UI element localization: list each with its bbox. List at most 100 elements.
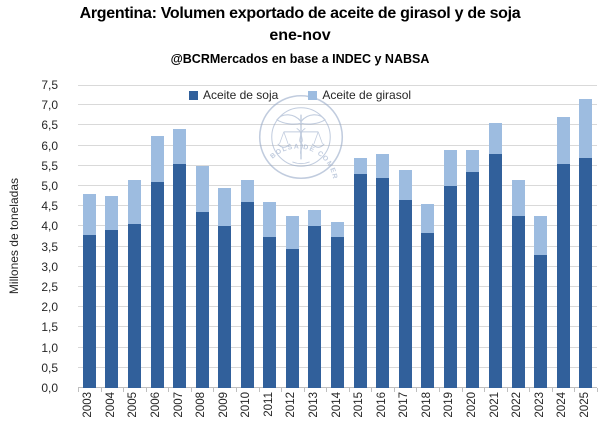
x-tick-label-2003: 2003 (82, 392, 95, 418)
bar-segment-girasol (398, 169, 412, 201)
x-axis-tick (462, 388, 463, 392)
bar-segment-girasol (579, 99, 593, 158)
bar-segment-soja (240, 202, 254, 388)
legend-label: Aceite de girasol (322, 88, 412, 102)
x-tick-label-2023: 2023 (533, 392, 546, 418)
x-axis-tick (78, 388, 79, 392)
y-tick-label: 7,5 (41, 78, 58, 92)
bar-segment-soja (82, 234, 96, 388)
bar-segment-soja (308, 226, 322, 388)
bar-segment-girasol (421, 204, 435, 233)
bar-segment-soja (331, 236, 344, 388)
bar-2010 (240, 179, 254, 388)
y-tick-label: 6,0 (41, 139, 58, 153)
bar-2013 (308, 210, 322, 388)
bar-segment-girasol (556, 117, 570, 164)
bar-segment-soja (511, 216, 525, 388)
x-tick-label-2019: 2019 (443, 392, 456, 418)
bar-segment-soja (466, 171, 480, 388)
x-tick-label-2014: 2014 (330, 392, 343, 418)
bar-segment-girasol (534, 216, 548, 255)
bar-segment-soja (556, 163, 570, 388)
bar-2007 (173, 129, 186, 388)
gridline (78, 185, 597, 186)
bar-segment-girasol (466, 149, 480, 172)
bar-segment-girasol (489, 123, 502, 154)
x-tick-label-2010: 2010 (240, 392, 253, 418)
x-tick-label-2024: 2024 (556, 392, 569, 418)
bar-segment-soja (218, 226, 232, 388)
bar-segment-soja (263, 236, 277, 388)
bar-segment-soja (489, 153, 502, 388)
x-tick-label-2004: 2004 (104, 392, 117, 418)
x-tick-label-2013: 2013 (307, 392, 320, 418)
legend: Aceite de soja Aceite de girasol (0, 88, 600, 102)
bar-2024 (556, 117, 570, 388)
bar-2020 (466, 149, 480, 388)
bar-2021 (489, 123, 502, 388)
x-axis-tick (101, 388, 102, 392)
bar-segment-soja (443, 186, 457, 388)
x-axis-tick (484, 388, 485, 392)
x-axis-tick (259, 388, 260, 392)
y-tick-label: 4,0 (41, 219, 58, 233)
y-tick-label: 0,0 (41, 381, 58, 395)
bar-segment-girasol (331, 222, 344, 237)
bar-2011 (263, 202, 277, 388)
bar-segment-soja (534, 254, 548, 388)
bar-2008 (195, 165, 209, 388)
bar-2009 (218, 188, 232, 388)
bar-segment-soja (398, 200, 412, 388)
bar-segment-soja (105, 230, 119, 388)
bar-2014 (331, 222, 344, 388)
y-axis: 7,5 7,0 6,5 6,0 5,5 5,0 4,5 4,0 3,5 3,0 2,5 2,0 1,5 1… (0, 78, 58, 395)
bar-segment-girasol (263, 202, 277, 237)
gridline (78, 104, 597, 105)
x-tick-label-2016: 2016 (375, 392, 388, 418)
x-axis-tick (394, 388, 395, 392)
legend-label: Aceite de soja (202, 88, 279, 102)
bar-segment-girasol (82, 194, 96, 235)
x-tick-label-2025: 2025 (578, 392, 591, 418)
bar-2017 (398, 169, 412, 388)
x-axis-tick (304, 388, 305, 392)
bar-segment-girasol (173, 129, 186, 164)
x-axis-tick (123, 388, 124, 392)
x-axis-tick (326, 388, 327, 392)
y-tick-label: 3,0 (41, 260, 58, 274)
y-tick-label: 1,5 (41, 320, 58, 334)
y-tick-label: 1,0 (41, 341, 58, 355)
legend-swatch (308, 90, 318, 100)
y-tick-label: 2,0 (41, 300, 58, 314)
bar-2018 (421, 204, 435, 388)
y-tick-label: 5,0 (41, 179, 58, 193)
gridline (78, 124, 597, 125)
x-axis-tick (371, 388, 372, 392)
x-axis-tick (349, 388, 350, 392)
bar-segment-soja (376, 177, 390, 388)
x-tick-label-2022: 2022 (511, 392, 523, 418)
y-tick-label: 3,5 (41, 240, 58, 254)
bar-segment-girasol (285, 216, 299, 249)
x-tick-label-2008: 2008 (195, 392, 208, 418)
bar-segment-girasol (105, 196, 119, 231)
x-axis-tick (416, 388, 417, 392)
y-tick-label: 2,5 (41, 280, 58, 294)
y-tick-label: 6,5 (41, 118, 58, 132)
bar-segment-girasol (218, 188, 232, 227)
x-tick-label-2021: 2021 (488, 392, 501, 418)
chart-subtitle: ene-nov (269, 27, 331, 44)
y-tick-label: 0,5 (41, 361, 58, 375)
x-tick-label-2005: 2005 (127, 392, 140, 418)
x-tick-label-2007: 2007 (172, 392, 185, 418)
bar-segment-soja (421, 232, 435, 388)
x-tick-label-2015: 2015 (353, 392, 366, 418)
bar-2003 (82, 194, 96, 388)
x-axis-tick (597, 388, 598, 392)
bar-segment-girasol (353, 157, 367, 174)
bar-segment-girasol (127, 179, 141, 225)
x-tick-label-2009: 2009 (217, 392, 230, 418)
bar-segment-soja (353, 173, 367, 388)
bar-segment-girasol (376, 153, 390, 178)
bar-2005 (127, 179, 141, 388)
